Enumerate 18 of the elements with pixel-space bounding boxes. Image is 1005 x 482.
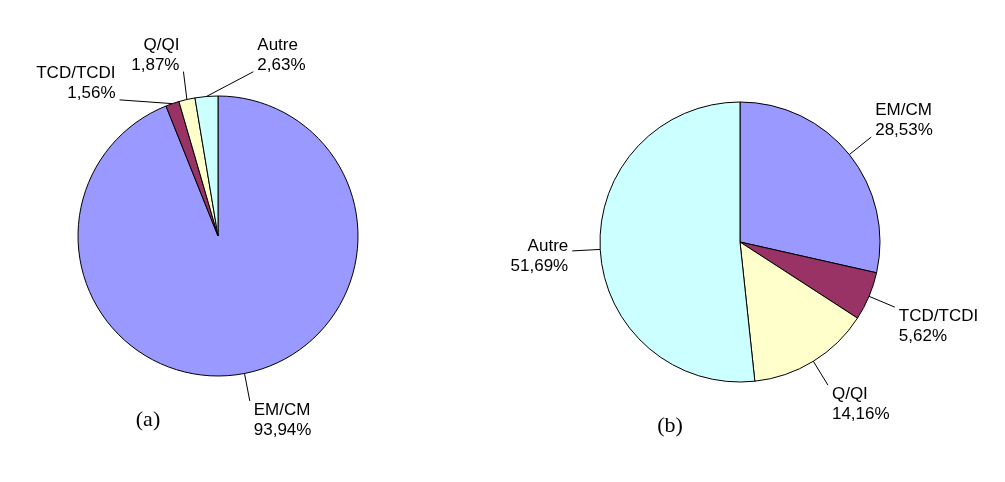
slice-label: EM/CM <box>875 100 932 120</box>
data-label: 1,56% <box>67 82 116 102</box>
data-label: 14,16% <box>831 404 890 424</box>
slice-label: Autre <box>527 235 569 255</box>
data-label: 2,63% <box>257 54 306 74</box>
data-label: 51,69% <box>510 255 569 275</box>
data-label: 28,53% <box>875 120 933 140</box>
slice-label: Autre <box>257 34 298 54</box>
data-label: 1,87% <box>131 54 180 74</box>
slice-label: Q/QI <box>143 34 180 54</box>
slice-label: EM/CM <box>253 399 311 419</box>
slice-label: Q/QI <box>831 384 868 404</box>
data-label: 93,94% <box>253 419 312 439</box>
data-label: 5,62% <box>898 326 948 346</box>
text: (b) <box>657 412 683 437</box>
text: (a) <box>135 406 161 431</box>
slice-label: TCD/TCDI <box>898 306 979 326</box>
slice-label: TCD/TCDI <box>36 62 116 82</box>
